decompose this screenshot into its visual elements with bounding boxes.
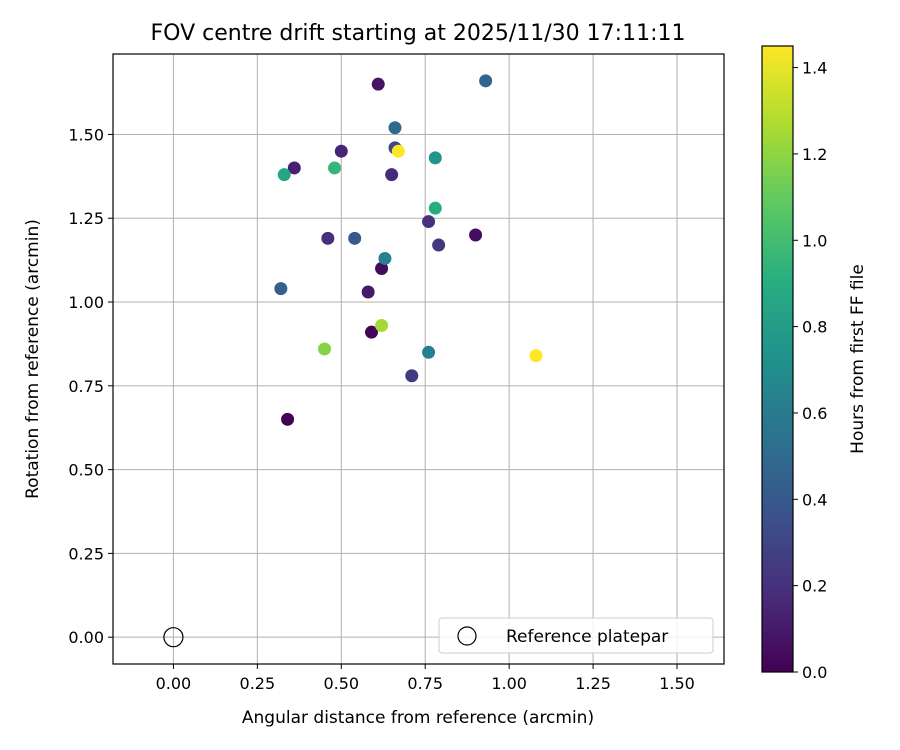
- data-point: [274, 282, 288, 296]
- x-tick-label: 0.50: [323, 674, 359, 693]
- colorbar-tick-label: 0.2: [802, 577, 827, 596]
- data-point: [348, 231, 362, 245]
- data-point: [432, 238, 446, 252]
- data-point: [391, 144, 405, 158]
- x-tick-label: 0.25: [240, 674, 276, 693]
- y-axis-ticks: 0.00 0.25 0.50 0.75 1.00 1.25 1.50: [68, 125, 113, 647]
- data-point: [328, 161, 342, 175]
- data-point: [334, 144, 348, 158]
- colorbar-ticks: 0.0 0.2 0.4 0.6 0.8 1.0 1.2 1.4: [793, 59, 827, 682]
- data-point: [281, 412, 295, 426]
- y-tick-label: 0.00: [68, 628, 104, 647]
- x-tick-label: 0.00: [156, 674, 192, 693]
- data-point: [469, 228, 483, 242]
- data-point: [479, 74, 493, 88]
- y-axis-label: Rotation from reference (arcmin): [23, 219, 43, 499]
- data-point: [371, 77, 385, 91]
- data-point: [287, 161, 301, 175]
- colorbar-tick-label: 0.0: [802, 663, 827, 682]
- colorbar-tick-label: 1.0: [802, 231, 827, 250]
- colorbar-tick-label: 1.4: [802, 59, 827, 78]
- data-point: [422, 345, 436, 359]
- x-axis-ticks: 0.00 0.25 0.50 0.75 1.00 1.25 1.50: [156, 664, 695, 693]
- y-tick-label: 1.50: [68, 125, 104, 144]
- legend-box: [438, 617, 714, 654]
- data-point: [365, 325, 378, 339]
- y-tick-label: 0.50: [68, 461, 104, 480]
- legend-reference-marker: [457, 626, 477, 646]
- colorbar-tick-label: 0.8: [802, 318, 827, 337]
- data-point: [375, 318, 389, 332]
- data-point: [405, 369, 419, 383]
- chart-title: FOV centre drift starting at 2025/11/30 …: [151, 21, 686, 46]
- data-point: [422, 215, 436, 229]
- data-point: [361, 285, 375, 299]
- y-tick-label: 0.25: [68, 544, 104, 563]
- legend: Reference platepar: [438, 617, 714, 654]
- reference-platepar-marker: [163, 627, 184, 648]
- colorbar-tick-label: 0.4: [802, 490, 827, 509]
- data-point: [529, 349, 543, 363]
- x-axis-label: Angular distance from reference (arcmin): [242, 708, 594, 728]
- data-point: [428, 201, 442, 215]
- data-point: [375, 262, 389, 276]
- data-point: [321, 231, 335, 245]
- x-tick-label: 0.75: [407, 674, 443, 693]
- colorbar-tick-label: 0.6: [802, 404, 827, 423]
- data-point: [385, 168, 399, 182]
- colorbar-tick-label: 1.2: [802, 145, 827, 164]
- data-point: [428, 151, 442, 165]
- x-tick-label: 1.50: [659, 674, 695, 693]
- y-tick-label: 0.75: [68, 377, 104, 396]
- colorbar-label: Hours from first FF file: [848, 264, 868, 454]
- data-points: [163, 74, 543, 648]
- legend-reference-label: Reference platepar: [506, 627, 668, 647]
- y-tick-label: 1.00: [68, 293, 104, 312]
- data-point: [318, 342, 331, 356]
- data-point: [277, 168, 291, 182]
- data-point: [388, 121, 402, 135]
- plot-frame: [112, 53, 725, 665]
- data-point: [378, 251, 392, 265]
- y-tick-label: 1.25: [68, 209, 104, 228]
- x-tick-label: 1.00: [491, 674, 527, 693]
- colorbar: [761, 45, 794, 673]
- x-tick-label: 1.25: [575, 674, 611, 693]
